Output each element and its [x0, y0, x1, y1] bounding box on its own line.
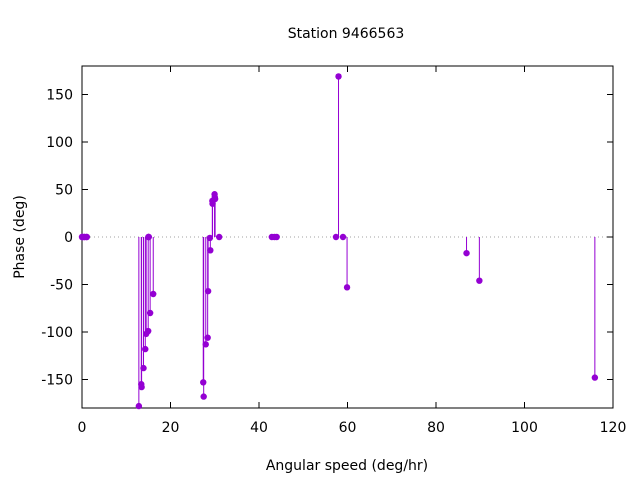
- data-point: [591, 374, 599, 381]
- data-point: [204, 334, 211, 341]
- x-tick-label: 40: [250, 420, 268, 436]
- data-point: [202, 341, 209, 348]
- data-point: [476, 277, 483, 284]
- data-point: [211, 195, 219, 203]
- x-tick-label: 60: [339, 420, 357, 436]
- data-point: [135, 402, 143, 410]
- data-point: [207, 247, 214, 254]
- data-point: [138, 383, 145, 391]
- data-point: [463, 249, 470, 257]
- x-tick-label: 100: [511, 420, 538, 436]
- data-point: [332, 233, 340, 241]
- y-tick-label: 50: [55, 183, 73, 199]
- axis-ticks: 0 20 40 60 80 100 120 -150 -100 -50 0 50 100 150: [41, 65, 627, 436]
- chart-title: Station 9466563: [288, 26, 405, 42]
- x-tick-label: 120: [600, 420, 627, 436]
- data-point: [83, 233, 91, 241]
- x-tick-label: 80: [427, 420, 445, 436]
- data-point: [146, 309, 154, 317]
- data-point: [215, 233, 223, 241]
- data-point: [339, 233, 347, 241]
- y-tick-label: -50: [50, 278, 73, 294]
- x-axis-label: Angular speed (deg/hr): [266, 458, 428, 474]
- y-tick-label: 150: [46, 88, 73, 104]
- data-point: [343, 284, 351, 291]
- y-axis-label: Phase (deg): [12, 195, 28, 279]
- data-point: [145, 233, 153, 241]
- y-tick-label: 100: [46, 135, 73, 151]
- data-point: [200, 393, 207, 400]
- x-tick-label: 20: [162, 420, 180, 436]
- data-point: [335, 73, 342, 80]
- y-tick-label: -150: [41, 373, 73, 389]
- data-point: [140, 364, 147, 372]
- y-tick-label: -100: [41, 325, 73, 341]
- x-tick-label: 0: [78, 420, 87, 436]
- data-point: [142, 345, 149, 353]
- y-tick-label: 0: [64, 230, 73, 246]
- data-point: [204, 287, 212, 295]
- data-point: [150, 290, 157, 298]
- data-marks: [78, 73, 599, 410]
- data-point: [144, 327, 152, 335]
- data-point: [273, 233, 280, 241]
